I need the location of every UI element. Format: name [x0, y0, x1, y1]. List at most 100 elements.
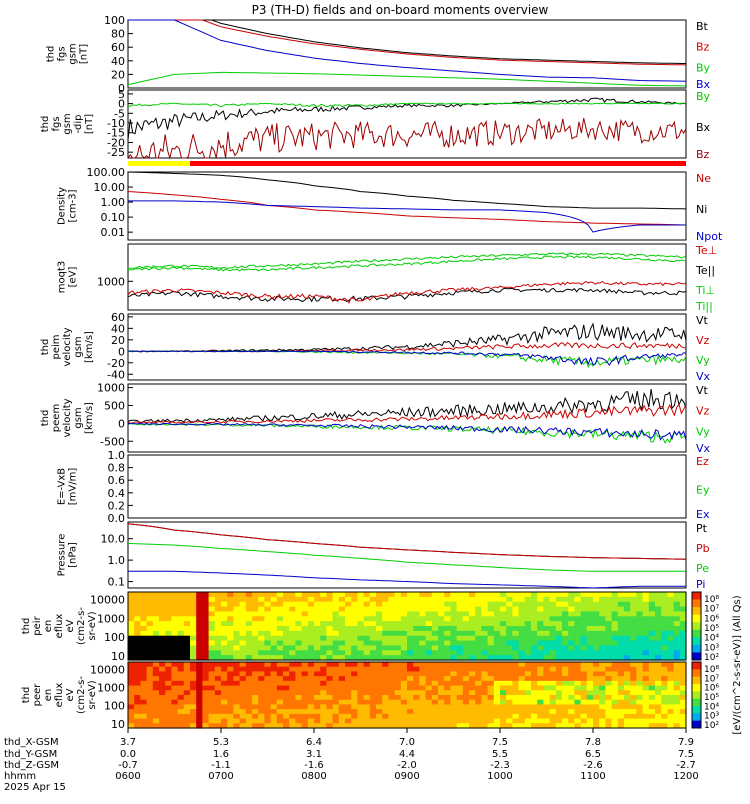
spectrogram-cell	[320, 621, 327, 627]
spectrogram-cell	[314, 718, 321, 724]
spectrogram-cell	[332, 596, 340, 603]
spectrogram-cell	[165, 592, 172, 598]
spectrogram-cell	[469, 695, 476, 701]
spectrogram-cell	[177, 596, 185, 603]
spectrogram-cell	[388, 690, 396, 696]
spectrogram-cell	[506, 704, 513, 710]
spectrogram-cell	[475, 611, 482, 617]
spectrogram-cell	[338, 592, 346, 598]
spectrogram-cell	[605, 718, 613, 724]
spectrogram-cell	[289, 596, 296, 603]
spectrogram-cell	[314, 616, 321, 622]
spectrogram-cell	[326, 611, 334, 617]
spectrogram-cell	[506, 671, 513, 677]
spectrogram-cell	[605, 699, 613, 706]
spectrogram-cell	[419, 616, 427, 622]
spectrogram-cell	[537, 723, 544, 729]
spectrogram-cell	[152, 596, 160, 603]
spectrogram-cell	[419, 635, 427, 642]
spectrogram-cell	[438, 695, 445, 701]
spectrogram-cell	[617, 616, 625, 622]
spectrogram-cell	[493, 666, 501, 673]
spectrogram-cell	[456, 650, 464, 656]
spectrogram-cell	[655, 630, 662, 637]
spectrogram-cell	[351, 621, 358, 627]
spectrogram-cell	[314, 635, 321, 642]
spectrogram-cell	[190, 676, 197, 682]
spectrogram-cell	[128, 611, 135, 617]
spectrogram-cell	[270, 596, 278, 603]
spectrogram-cell	[605, 680, 613, 687]
spectrogram-cell	[630, 592, 637, 598]
spectrogram-cell	[239, 695, 247, 701]
spectrogram-cell	[487, 718, 495, 724]
spectrogram-cell	[388, 655, 396, 661]
spectrogram-cell	[270, 592, 278, 598]
spectrogram-cell	[407, 611, 414, 617]
spectrogram-cell	[456, 709, 464, 715]
spectrogram-cell	[388, 616, 396, 622]
spectrogram-cell	[624, 704, 631, 710]
spectrogram-cell	[655, 699, 662, 706]
spectrogram-cell	[270, 630, 278, 637]
spectrogram-cell	[642, 680, 650, 687]
spectrogram-cell	[345, 596, 352, 603]
spectrogram-cell	[183, 718, 191, 724]
spectrogram-cell	[227, 699, 234, 706]
spectrogram-cell	[593, 704, 600, 710]
spectrogram-cell	[673, 704, 681, 710]
spectrogram-cell	[382, 616, 389, 622]
spectrogram-cell	[369, 621, 377, 627]
spectrogram-cell	[456, 680, 464, 687]
spectrogram-cell	[140, 606, 148, 613]
spectrogram-cell	[171, 713, 179, 720]
spectrogram-cell	[673, 699, 681, 706]
y-axis-label-line: en	[43, 689, 54, 702]
spectrogram-cell	[431, 666, 439, 673]
spectrogram-cell	[146, 704, 154, 710]
spectrogram-cell	[444, 630, 451, 637]
spectrogram-cell	[413, 662, 420, 668]
spectrogram-cell	[487, 596, 495, 603]
spectrogram-cell	[562, 630, 569, 637]
spectrogram-cell	[320, 650, 327, 656]
spectrogram-cell	[593, 616, 600, 622]
spectrogram-cell	[543, 690, 551, 696]
spectrogram-cell	[537, 611, 544, 617]
spectrogram-cell	[462, 671, 470, 677]
spectrogram-cell	[518, 655, 526, 661]
y-axis-label-line: [km/s]	[84, 331, 95, 363]
spectrogram-cell	[388, 666, 396, 673]
spectrogram-cell	[661, 655, 668, 661]
spectrogram-cell	[152, 606, 160, 613]
spectrogram-cell	[487, 699, 495, 706]
legend-Vx: Vx	[696, 442, 711, 455]
spectrogram-cell	[183, 690, 191, 696]
y-tick-label: 10	[111, 718, 125, 731]
spectrogram-cell	[196, 699, 203, 706]
spectrogram-cell	[190, 655, 197, 661]
spectrogram-cell	[221, 723, 228, 729]
spectrogram-cell	[196, 718, 203, 724]
spectrogram-cell	[425, 685, 433, 691]
spectrogram-cell	[134, 695, 141, 701]
spectrogram-cell	[518, 592, 526, 598]
spectrogram-cell	[208, 680, 216, 687]
spectrogram-cell	[661, 718, 668, 724]
spectrogram-cell	[555, 630, 563, 637]
spectrogram-cell	[413, 666, 420, 673]
spectrogram-cell	[549, 680, 557, 687]
spectrogram-cell	[562, 626, 569, 632]
spectrogram-cell	[239, 621, 247, 627]
spectrogram-cell	[134, 626, 141, 632]
spectrogram-cell	[301, 709, 309, 715]
colorbar-tick-label: 10⁴	[704, 702, 719, 712]
spectrogram-cell	[221, 685, 228, 691]
spectrogram-cell	[487, 635, 495, 642]
spectrogram-cell	[605, 685, 613, 691]
spectrogram-cell	[252, 685, 259, 691]
spectrogram-cell	[630, 606, 637, 613]
spectrogram-cell	[345, 666, 352, 673]
spectrogram-cell	[617, 685, 625, 691]
spectrogram-cell	[537, 592, 544, 598]
